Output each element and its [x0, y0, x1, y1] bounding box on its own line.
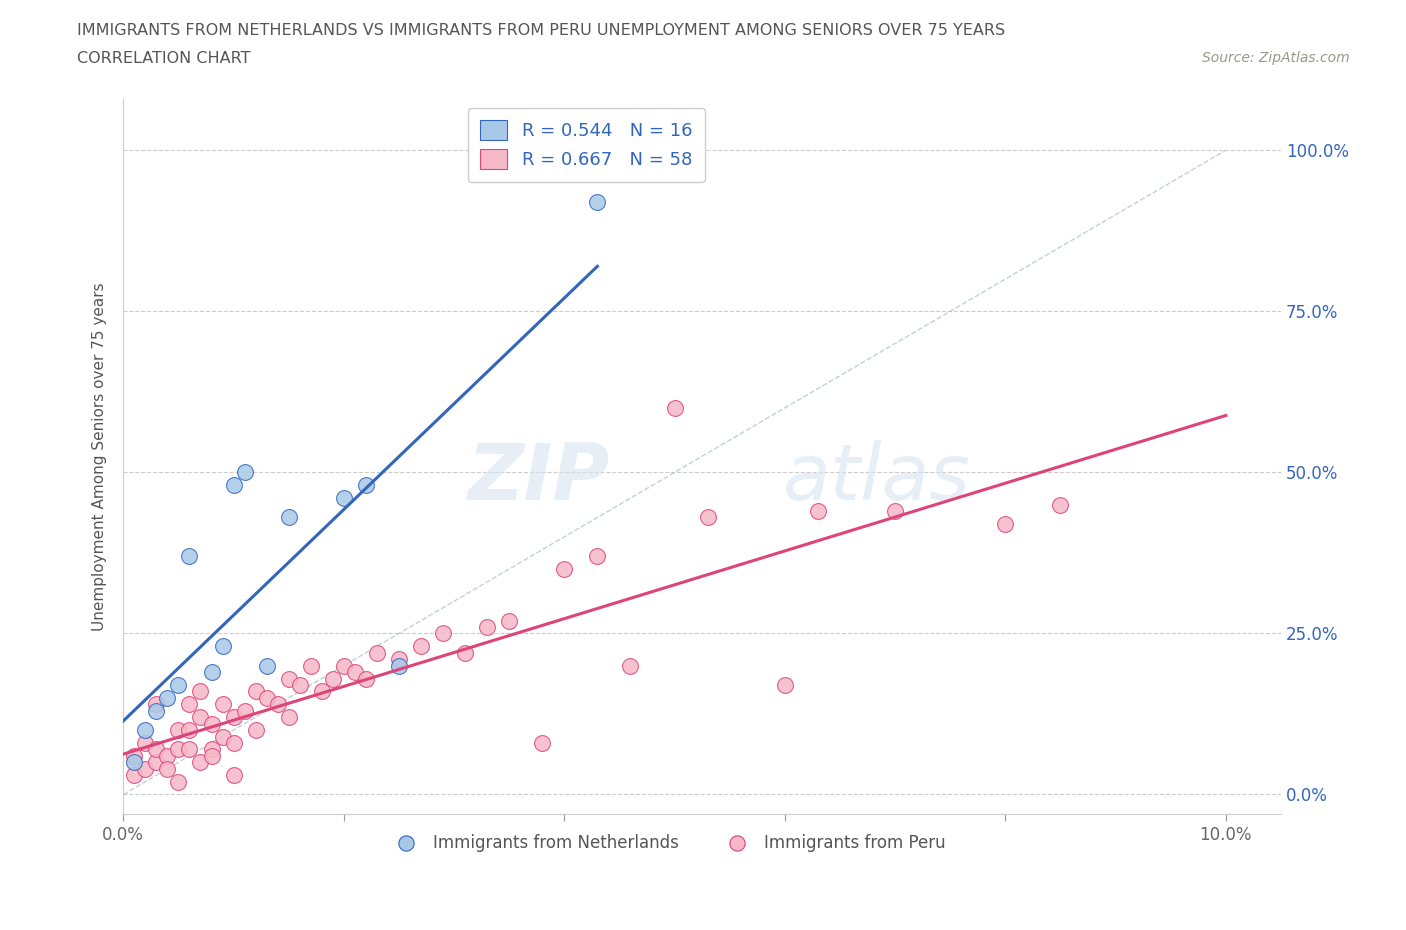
Point [233, 703, 256, 718]
Point [190, 755, 212, 770]
Point [619, 658, 641, 673]
Text: atlas: atlas [783, 440, 972, 516]
Point [124, 749, 146, 764]
Point [245, 723, 267, 737]
Point [222, 736, 245, 751]
Point [145, 755, 167, 770]
Point [277, 710, 299, 724]
Point [167, 774, 190, 789]
Point [200, 716, 222, 731]
Point [256, 690, 278, 705]
Point [994, 516, 1017, 531]
Point [333, 658, 356, 673]
Point [409, 639, 432, 654]
Point [475, 619, 498, 634]
Text: ZIP: ZIP [467, 440, 610, 516]
Point [134, 723, 156, 737]
Text: CORRELATION CHART: CORRELATION CHART [77, 51, 250, 66]
Point [190, 710, 212, 724]
Point [586, 194, 609, 209]
Point [288, 678, 311, 693]
Text: IMMIGRANTS FROM NETHERLANDS VS IMMIGRANTS FROM PERU UNEMPLOYMENT AMONG SENIORS O: IMMIGRANTS FROM NETHERLANDS VS IMMIGRANT… [77, 23, 1005, 38]
Point [167, 742, 190, 757]
Point [179, 549, 201, 564]
Point [498, 613, 520, 628]
Point [299, 658, 322, 673]
Point [354, 478, 377, 493]
Legend: Immigrants from Netherlands, Immigrants from Peru: Immigrants from Netherlands, Immigrants … [382, 828, 952, 859]
Point [211, 697, 233, 711]
Point [179, 697, 201, 711]
Point [366, 645, 388, 660]
Point [664, 401, 686, 416]
Point [145, 703, 167, 718]
Point [553, 562, 575, 577]
Point [1049, 498, 1071, 512]
Point [167, 678, 190, 693]
Point [124, 755, 146, 770]
Point [200, 749, 222, 764]
Point [190, 684, 212, 698]
Point [179, 742, 201, 757]
Point [179, 723, 201, 737]
Point [807, 503, 830, 518]
Point [167, 723, 190, 737]
Text: Source: ZipAtlas.com: Source: ZipAtlas.com [1202, 51, 1350, 65]
Point [124, 768, 146, 783]
Point [333, 491, 356, 506]
Point [211, 729, 233, 744]
Point [211, 639, 233, 654]
Point [586, 549, 609, 564]
Point [222, 768, 245, 783]
Point [134, 736, 156, 751]
Point [222, 710, 245, 724]
Point [277, 510, 299, 525]
Point [134, 762, 156, 777]
Point [388, 658, 411, 673]
Point [200, 742, 222, 757]
Point [773, 678, 796, 693]
Point [156, 749, 179, 764]
Point [454, 645, 477, 660]
Point [343, 665, 366, 680]
Point [256, 658, 278, 673]
Point [156, 762, 179, 777]
Point [200, 665, 222, 680]
Point [311, 684, 333, 698]
Point [432, 626, 454, 641]
Point [277, 671, 299, 686]
Point [145, 697, 167, 711]
Point [354, 671, 377, 686]
Point [266, 697, 288, 711]
Point [145, 742, 167, 757]
Point [388, 652, 411, 667]
Point [233, 465, 256, 480]
Point [884, 503, 907, 518]
Point [696, 510, 718, 525]
Point [245, 684, 267, 698]
Point [222, 478, 245, 493]
Point [156, 690, 179, 705]
Point [322, 671, 344, 686]
Point [531, 736, 554, 751]
Y-axis label: Unemployment Among Seniors over 75 years: Unemployment Among Seniors over 75 years [93, 282, 107, 631]
